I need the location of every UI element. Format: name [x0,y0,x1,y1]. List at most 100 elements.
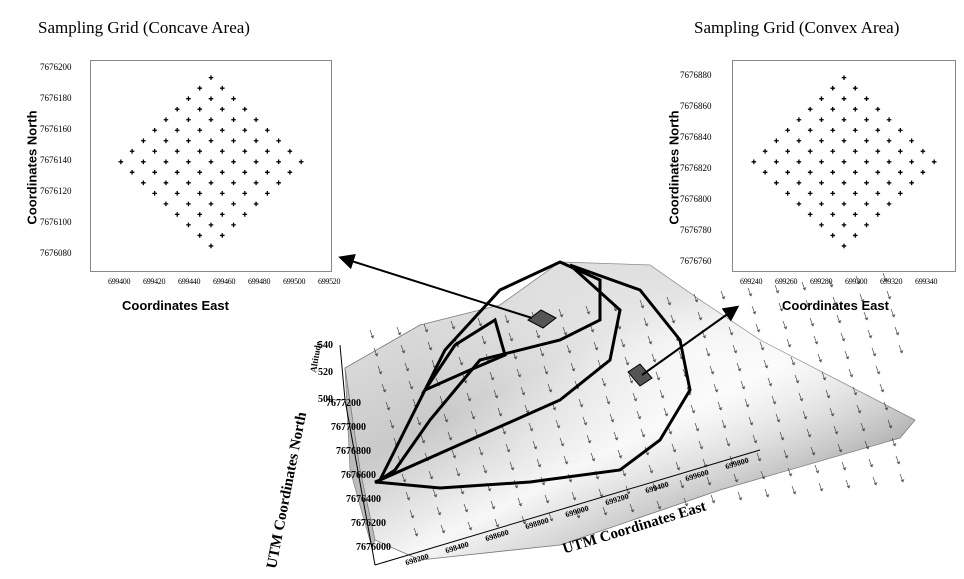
flow-arrow [559,437,565,447]
flow-arrow [601,377,607,387]
flow-arrow [481,335,487,345]
axis-tick-label: 520 [318,367,333,378]
flow-arrow [821,371,827,381]
flow-arrow [697,311,703,321]
flow-arrow [432,488,438,498]
grid-sample-marker [231,96,236,101]
grid-sample-marker [841,159,847,165]
grid-sample-marker [807,191,813,196]
flow-arrow [683,497,689,507]
grid-sample-marker [841,180,847,186]
grid-sample-marker [886,180,892,186]
axis-tick-label: 699320 [880,277,903,286]
grid-sample-marker [830,106,836,112]
grid-sample-marker [265,148,270,154]
flow-arrow [463,503,469,513]
left-sampling-grid-plot [90,60,332,272]
grid-sample-marker [819,222,824,228]
flow-arrow [458,356,464,366]
right-panel-xlabel: Coordinates East [782,298,889,313]
grid-sample-marker [163,180,169,186]
flow-arrow [590,452,596,462]
grid-sample-marker [231,138,236,144]
left-panel-title: Sampling Grid (Concave Area) [38,18,250,37]
axis-tick-label: 7676080 [40,248,72,258]
axis-tick-label: 699240 [740,277,763,286]
grid-sample-marker [253,180,259,186]
flow-arrow [729,455,735,465]
convex-sample-patch [627,363,653,387]
grid-sample-marker [186,159,191,165]
grid-sample-marker [219,85,225,91]
flow-arrow [521,515,527,525]
flow-arrow [721,419,727,429]
axis-tick-label: 7676100 [40,217,72,227]
flow-arrow [666,296,672,306]
flow-arrow [405,491,411,501]
flow-arrow [609,413,615,423]
grid-sample-marker [909,138,914,144]
flow-arrow [671,443,677,453]
flow-arrow [779,431,785,441]
flow-arrow [898,344,904,354]
grid-sample-marker [208,96,214,101]
grid-sample-marker [242,127,248,133]
flow-arrow [640,428,646,438]
grid-sample-marker [898,170,903,175]
flow-arrow [887,419,893,429]
grid-sample-marker [875,170,881,175]
grid-sample-marker [830,170,836,175]
grid-sample-marker [265,127,270,133]
flow-arrow [841,461,847,471]
grid-sample-marker [208,222,214,228]
grid-sample-marker [830,127,836,133]
flow-arrow [763,359,769,369]
right-grid-markers [751,75,937,249]
flow-arrow [663,407,669,417]
flow-arrow [536,458,542,468]
flow-arrow [882,272,888,282]
flow-arrow [832,296,838,306]
flow-arrow [798,392,804,402]
grid-sample-marker [819,180,824,186]
axis-tick-label: 7676860 [680,101,712,111]
flow-arrow [582,416,588,426]
grid-sample-marker [231,201,236,207]
flow-arrow [628,374,634,384]
axis-tick-label: 7677200 [326,398,361,409]
flow-arrow [856,404,862,414]
flow-arrow [810,446,816,456]
right-panel-title: Sampling Grid (Convex Area) [694,18,900,37]
flow-arrow [771,395,777,405]
grid-sample-marker [841,96,847,101]
flow-arrow [535,329,541,339]
flow-arrow [643,317,649,327]
grid-sample-marker [796,180,802,186]
flow-arrow [717,401,723,411]
grid-sample-marker [208,180,214,186]
grid-sample-marker [852,106,858,112]
flow-arrow [401,473,407,483]
left-grid-markers [118,75,304,249]
flow-arrow [570,362,576,372]
flow-arrow [748,416,754,426]
grid-sample-marker [852,170,858,175]
grid-sample-marker [242,191,248,196]
flow-arrow [532,440,538,450]
flow-arrow [620,338,626,348]
grid-sample-marker [886,138,892,144]
flow-arrow [736,362,742,372]
flow-arrow [886,290,892,300]
axis-tick-label: 7676120 [40,186,72,196]
flow-arrow [837,443,843,453]
flow-arrow [871,347,877,357]
grid-sample-marker [807,212,813,217]
flow-arrow [829,407,835,417]
flow-arrow [705,347,711,357]
arrow-to-convex-grid [641,305,740,376]
flow-arrow [455,467,461,477]
grid-sample-marker [141,138,146,144]
flow-arrow [786,338,792,348]
flow-arrow [855,275,861,285]
flow-arrow [494,518,500,528]
